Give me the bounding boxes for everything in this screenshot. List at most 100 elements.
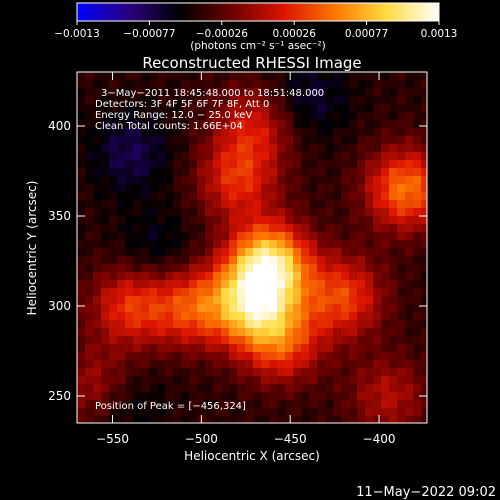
heatmap-cell — [413, 320, 422, 329]
heatmap-cell — [213, 112, 222, 121]
heatmap-cell — [285, 272, 294, 281]
heatmap-cell — [405, 208, 414, 217]
heatmap-cell — [421, 136, 427, 145]
heatmap-cell — [117, 384, 126, 393]
heatmap-cell — [221, 352, 230, 361]
heatmap-cell — [317, 360, 326, 369]
heatmap-cell — [85, 224, 94, 233]
heatmap-cell — [197, 208, 206, 217]
heatmap-cell — [397, 280, 406, 289]
heatmap-cell — [141, 272, 150, 281]
heatmap-cell — [101, 392, 110, 401]
heatmap-cell — [341, 192, 350, 201]
heatmap-cell — [293, 96, 302, 105]
heatmap-cell — [325, 272, 334, 281]
x-tick-label: −500 — [185, 432, 218, 446]
heatmap-cell — [285, 216, 294, 225]
heatmap-cell — [181, 152, 190, 161]
heatmap-cell — [117, 88, 126, 97]
heatmap-cell — [101, 184, 110, 193]
heatmap-cell — [317, 144, 326, 153]
heatmap-cell — [133, 352, 142, 361]
heatmap-cell — [341, 304, 350, 313]
heatmap-cell — [197, 160, 206, 169]
heatmap-cell — [373, 120, 382, 129]
heatmap-cell — [165, 248, 174, 257]
heatmap-cell — [269, 176, 278, 185]
heatmap-cell — [229, 224, 238, 233]
heatmap-cell — [373, 272, 382, 281]
heatmap-cell — [349, 240, 358, 249]
heatmap-cell — [181, 352, 190, 361]
heatmap-cell — [213, 296, 222, 305]
heatmap-cell — [181, 224, 190, 233]
heatmap-cell — [421, 384, 427, 393]
heatmap-cell — [221, 200, 230, 209]
heatmap-cell — [141, 384, 150, 393]
heatmap-cell — [85, 128, 94, 137]
heatmap-cell — [189, 168, 198, 177]
heatmap-cell — [261, 208, 270, 217]
heatmap-cell — [357, 272, 366, 281]
heatmap-cell — [341, 88, 350, 97]
heatmap-cell — [397, 192, 406, 201]
heatmap-cell — [213, 280, 222, 289]
heatmap-cell — [341, 264, 350, 273]
heatmap-cell — [269, 256, 278, 265]
heatmap-cell — [141, 216, 150, 225]
heatmap-cell — [245, 192, 254, 201]
heatmap-cell — [341, 216, 350, 225]
heatmap-cell — [317, 168, 326, 177]
heatmap-cell — [101, 256, 110, 265]
heatmap-cell — [173, 344, 182, 353]
heatmap-cell — [341, 224, 350, 233]
heatmap-cell — [389, 344, 398, 353]
heatmap-cell — [245, 208, 254, 217]
heatmap-cell — [221, 320, 230, 329]
heatmap-cell — [141, 96, 150, 105]
heatmap-cell — [357, 112, 366, 121]
heatmap-cell — [373, 240, 382, 249]
annotation-line: Clean Total counts: 1.66E+04 — [95, 121, 243, 132]
heatmap-cell — [245, 360, 254, 369]
heatmap-cell — [309, 352, 318, 361]
heatmap-cell — [165, 272, 174, 281]
heatmap-cell — [141, 128, 150, 137]
heatmap-cell — [285, 88, 294, 97]
heatmap-cell — [205, 80, 214, 89]
heatmap-cell — [333, 104, 342, 113]
heatmap-cell — [381, 384, 390, 393]
heatmap-cell — [125, 168, 134, 177]
heatmap-cell — [157, 88, 166, 97]
heatmap-cell — [373, 232, 382, 241]
heatmap-cell — [301, 232, 310, 241]
heatmap-cell — [397, 384, 406, 393]
heatmap-cell — [285, 176, 294, 185]
heatmap-cell — [133, 296, 142, 305]
heatmap-cell — [237, 112, 246, 121]
heatmap-cell — [101, 408, 110, 417]
heatmap-cell — [333, 72, 342, 81]
heatmap-cell — [101, 280, 110, 289]
heatmap-cell — [285, 128, 294, 137]
heatmap-cell — [125, 120, 134, 129]
heatmap-cell — [101, 168, 110, 177]
heatmap-cell — [381, 408, 390, 417]
heatmap-cell — [245, 312, 254, 321]
heatmap-cell — [341, 320, 350, 329]
heatmap-cell — [333, 128, 342, 137]
heatmap-cell — [285, 408, 294, 417]
heatmap-cell — [157, 128, 166, 137]
heatmap-cell — [341, 280, 350, 289]
heatmap-cell — [237, 232, 246, 241]
heatmap-cell — [101, 136, 110, 145]
heatmap-cell — [117, 392, 126, 401]
heatmap-cell — [125, 176, 134, 185]
heatmap-cell — [189, 312, 198, 321]
heatmap-cell — [221, 288, 230, 297]
heatmap-cell — [117, 288, 126, 297]
heatmap-cell — [125, 416, 134, 423]
heatmap-cell — [269, 272, 278, 281]
heatmap-cell — [189, 72, 198, 81]
heatmap-cell — [357, 96, 366, 105]
